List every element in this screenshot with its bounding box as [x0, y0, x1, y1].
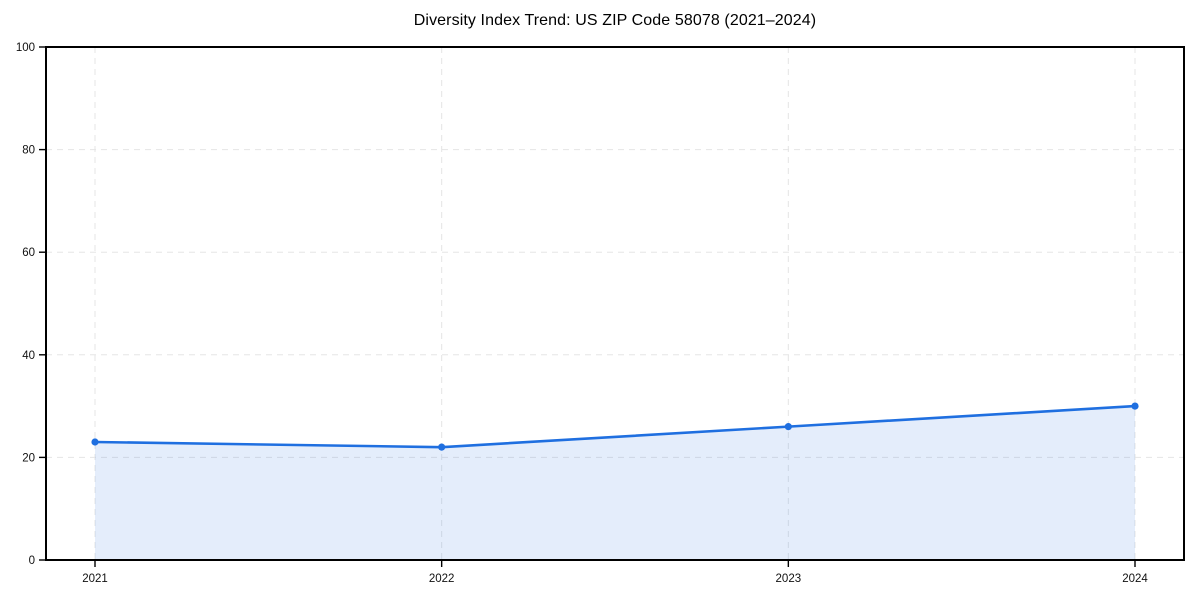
trend-line: [93, 404, 1137, 449]
data-point: [91, 438, 99, 446]
data-point: [1131, 402, 1139, 410]
y-tick-label: 100: [16, 42, 35, 54]
chart-title: Diversity Index Trend: US ZIP Code 58078…: [413, 12, 817, 29]
y-tick-label: 0: [29, 555, 35, 567]
x-tick-label: 2022: [429, 573, 455, 585]
y-tick-label: 40: [22, 350, 35, 362]
x-tick-label: 2023: [776, 573, 802, 585]
x-tick-label: 2021: [82, 573, 108, 585]
area-fill: [95, 406, 1135, 560]
plot-border: [45, 46, 1185, 561]
data-point: [438, 443, 446, 451]
y-tick-label: 80: [22, 145, 35, 157]
y-tick-label: 20: [22, 452, 35, 464]
data-point: [784, 423, 792, 431]
y-tick-label: 60: [22, 247, 35, 259]
x-tick-label: 2024: [1122, 573, 1148, 585]
